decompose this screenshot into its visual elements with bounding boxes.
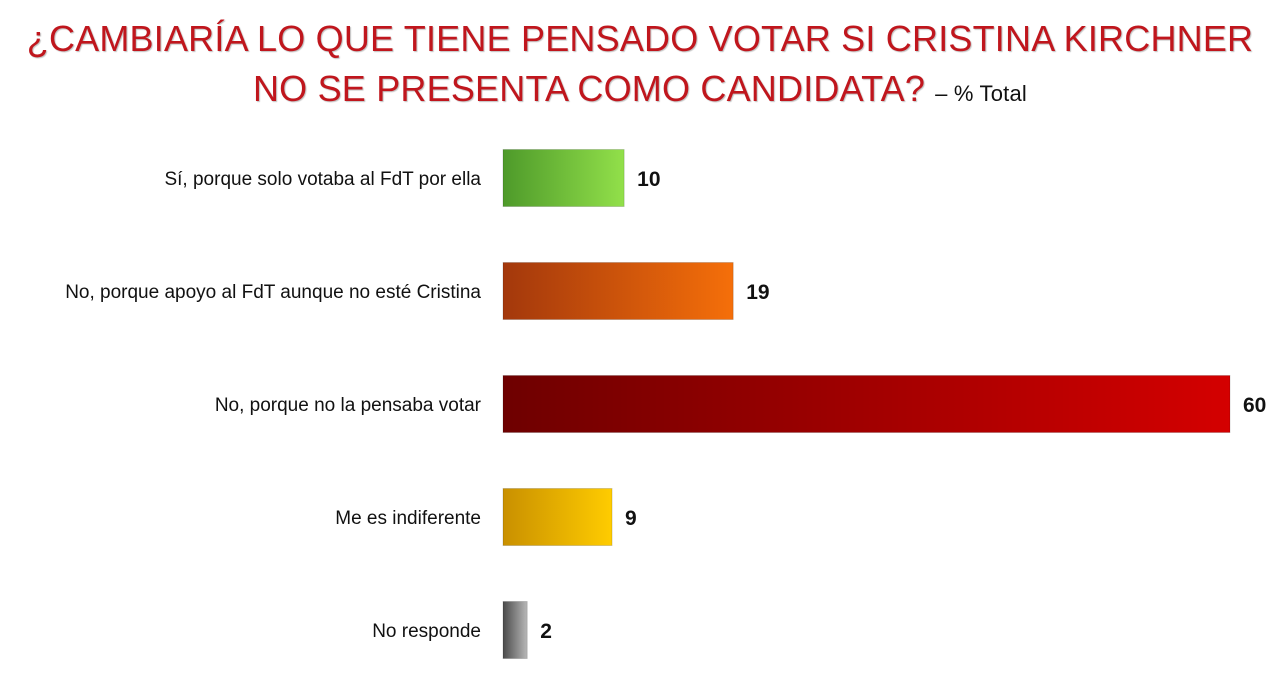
bar bbox=[502, 601, 528, 659]
category-label: No responde bbox=[372, 621, 481, 642]
category-label: No, porque no la pensaba votar bbox=[215, 395, 482, 416]
category-label: Me es indiferente bbox=[335, 508, 481, 529]
chart-subtitle: – % Total bbox=[935, 81, 1027, 106]
chart-title-line-1: ¿CAMBIARÍA LO QUE TIENE PENSADO VOTAR SI… bbox=[26, 18, 1254, 59]
bars-layer: Sí, porque solo votaba al FdT por ella 10… bbox=[65, 149, 1266, 659]
value-label: 19 bbox=[746, 281, 769, 304]
category-label: No, porque apoyo al FdT aunque no esté C… bbox=[65, 282, 481, 303]
value-label: 60 bbox=[1243, 394, 1266, 417]
bar bbox=[502, 262, 734, 320]
bar bbox=[502, 149, 625, 207]
bar bbox=[502, 375, 1231, 433]
value-label: 9 bbox=[625, 507, 637, 530]
value-label: 10 bbox=[637, 168, 660, 191]
value-label: 2 bbox=[540, 620, 552, 643]
bar bbox=[502, 488, 613, 546]
chart-title-line-2-text: NO SE PRESENTA COMO CANDIDATA? bbox=[252, 68, 926, 109]
category-label: Sí, porque solo votaba al FdT por ella bbox=[164, 169, 481, 190]
chart-title-line-2: NO SE PRESENTA COMO CANDIDATA? – % Total bbox=[0, 64, 1280, 119]
chart-title: ¿CAMBIARÍA LO QUE TIENE PENSADO VOTAR SI… bbox=[0, 14, 1280, 119]
